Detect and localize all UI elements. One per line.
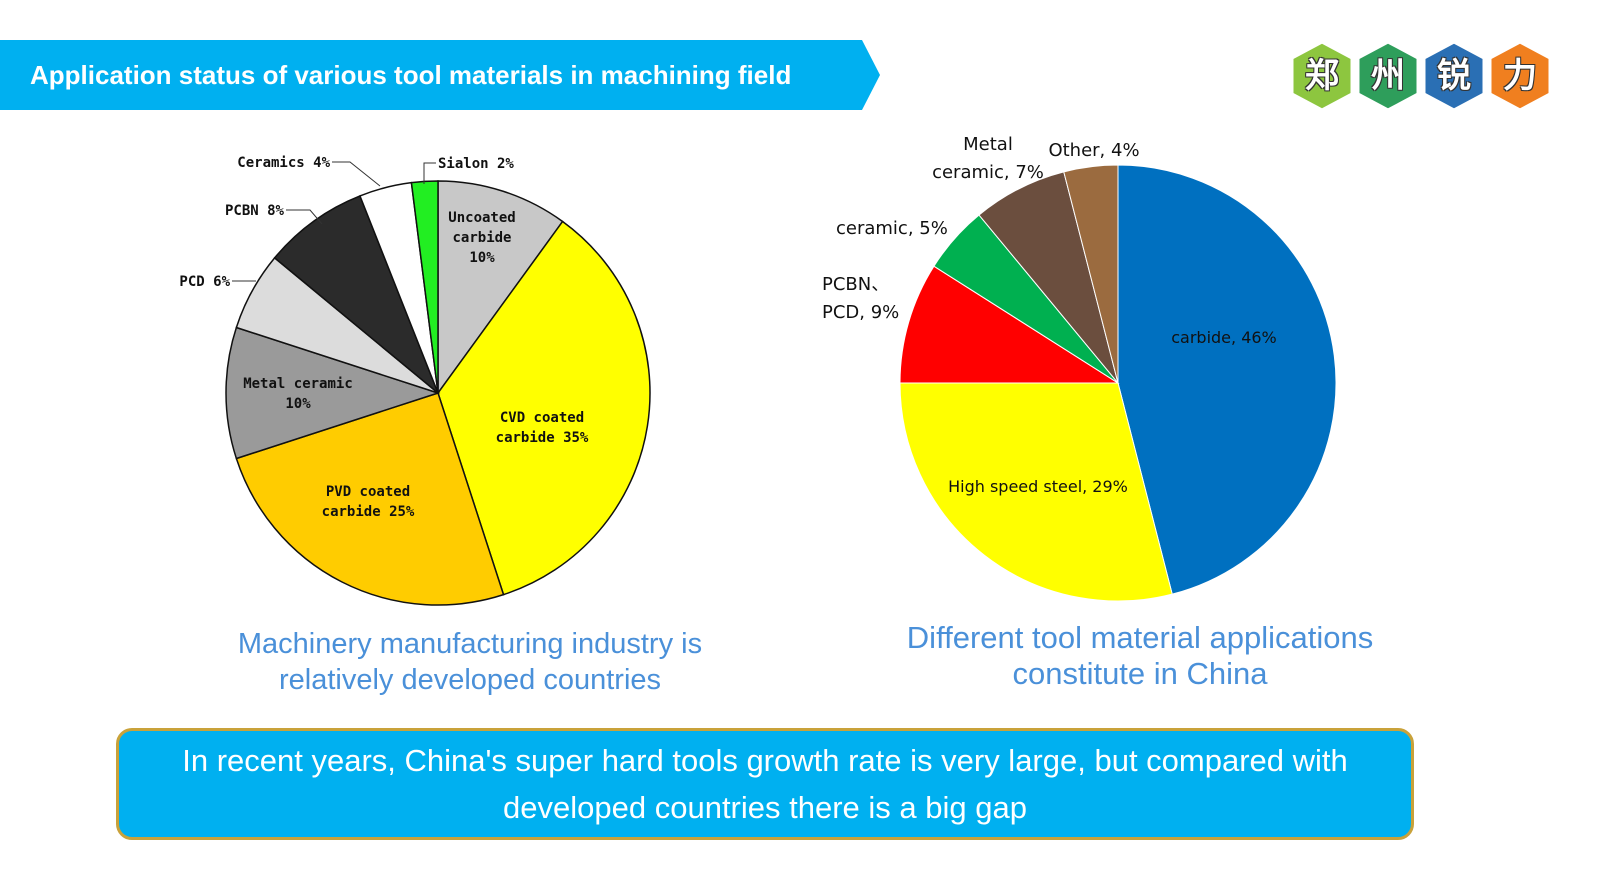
logo-char-1: 郑 bbox=[1290, 40, 1354, 112]
right-label-4: ceramic, 5% bbox=[836, 218, 948, 239]
logo-hex-4: 力 bbox=[1488, 40, 1552, 112]
right-label-6: Other, 4% bbox=[1048, 140, 1139, 161]
left-label-6: PCBN 8% bbox=[225, 203, 285, 219]
left-label-8: Sialon 2% bbox=[438, 156, 514, 172]
brand-logo: 郑 州 锐 力 bbox=[1290, 40, 1560, 112]
logo-hex-2: 州 bbox=[1356, 40, 1420, 112]
summary-box: In recent years, China's super hard tool… bbox=[116, 728, 1414, 840]
logo-char-4: 力 bbox=[1488, 40, 1552, 112]
caption-china: Different tool material applications con… bbox=[860, 620, 1420, 692]
logo-hex-1: 郑 bbox=[1290, 40, 1354, 112]
right-label-2: High speed steel, 29% bbox=[948, 477, 1128, 496]
right-label-5: Metal ceramic, 7% bbox=[932, 134, 1044, 183]
right-pie-slices bbox=[900, 165, 1336, 601]
logo-hex-3: 锐 bbox=[1422, 40, 1486, 112]
left-label-5: PCD 6% bbox=[179, 274, 230, 290]
right-label-1: carbide, 46% bbox=[1171, 328, 1277, 347]
logo-char-2: 州 bbox=[1356, 40, 1420, 112]
summary-text: In recent years, China's super hard tool… bbox=[119, 737, 1411, 831]
caption-developed-countries: Machinery manufacturing industry is rela… bbox=[200, 626, 740, 698]
title-banner: Application status of various tool mater… bbox=[0, 40, 880, 110]
left-leader-line-7 bbox=[332, 162, 380, 186]
page-title: Application status of various tool mater… bbox=[30, 40, 791, 110]
pie-chart-china: carbide, 46% High speed steel, 29% PCBN、 PC… bbox=[810, 120, 1430, 620]
left-label-7: Ceramics 4% bbox=[237, 155, 330, 171]
pie-chart-developed-countries: Uncoated carbide 10%CVD coated carbide 35%P… bbox=[150, 140, 730, 620]
left-pie-slices bbox=[226, 181, 650, 605]
logo-char-3: 锐 bbox=[1422, 40, 1486, 112]
right-label-3: PCBN、 PCD, 9% bbox=[822, 274, 899, 323]
